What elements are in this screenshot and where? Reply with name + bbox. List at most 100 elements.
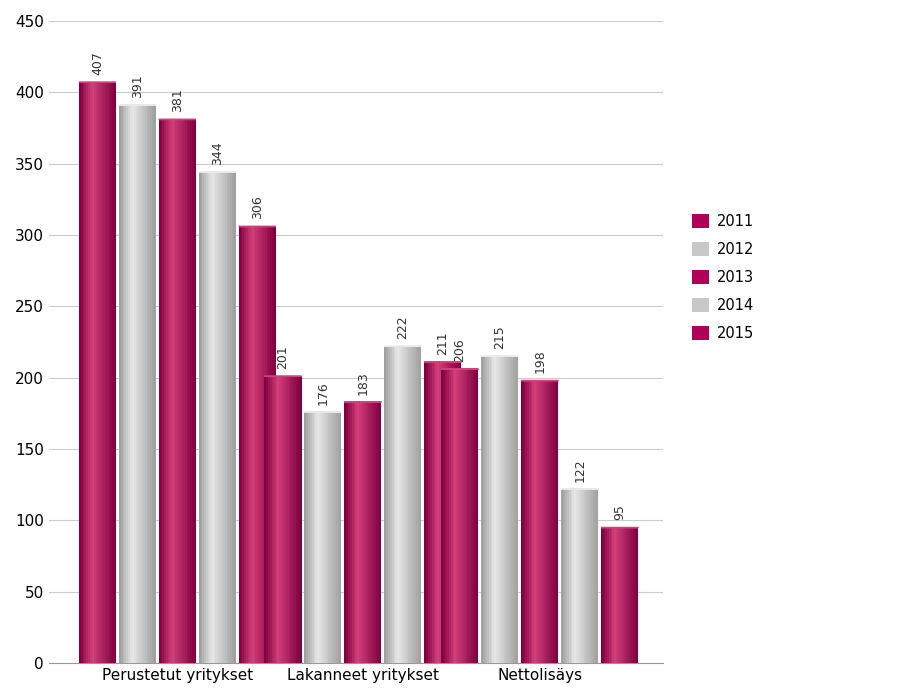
Bar bbox=[199, 172, 201, 663]
Bar bbox=[578, 489, 580, 663]
Bar bbox=[544, 380, 546, 663]
Text: 211: 211 bbox=[437, 332, 449, 355]
Bar bbox=[92, 82, 94, 663]
Bar bbox=[321, 412, 323, 663]
Bar bbox=[325, 412, 327, 663]
Bar bbox=[163, 119, 164, 663]
Bar bbox=[274, 226, 276, 663]
Bar bbox=[528, 380, 530, 663]
Bar bbox=[327, 412, 329, 663]
Bar bbox=[553, 380, 555, 663]
Bar bbox=[492, 357, 494, 663]
Bar bbox=[310, 412, 311, 663]
Bar bbox=[83, 82, 84, 663]
Bar bbox=[481, 357, 483, 663]
Bar bbox=[595, 489, 597, 663]
Bar bbox=[315, 412, 318, 663]
Bar bbox=[273, 376, 275, 663]
Bar bbox=[367, 402, 369, 663]
Bar bbox=[443, 362, 445, 663]
Bar bbox=[202, 172, 204, 663]
Bar bbox=[95, 82, 97, 663]
Bar bbox=[164, 119, 166, 663]
Bar bbox=[477, 369, 479, 663]
Bar bbox=[439, 362, 441, 663]
Bar bbox=[194, 119, 196, 663]
Bar bbox=[506, 357, 508, 663]
Bar bbox=[540, 380, 542, 663]
Bar bbox=[101, 82, 103, 663]
Bar bbox=[419, 346, 421, 663]
Bar bbox=[344, 402, 346, 663]
Bar bbox=[227, 172, 229, 663]
Text: 206: 206 bbox=[453, 339, 467, 362]
Bar bbox=[262, 226, 264, 663]
Bar bbox=[603, 528, 605, 663]
Bar bbox=[79, 82, 81, 663]
Bar bbox=[441, 362, 443, 663]
Text: 306: 306 bbox=[251, 195, 263, 219]
Bar bbox=[332, 412, 334, 663]
Bar bbox=[601, 528, 603, 663]
Bar bbox=[456, 369, 458, 663]
Bar bbox=[607, 528, 608, 663]
Bar bbox=[179, 119, 181, 663]
Bar bbox=[565, 489, 567, 663]
Bar bbox=[271, 226, 272, 663]
Bar bbox=[593, 489, 595, 663]
Bar bbox=[281, 376, 283, 663]
Bar bbox=[517, 357, 518, 663]
Bar bbox=[567, 489, 568, 663]
Bar bbox=[283, 376, 285, 663]
Bar bbox=[458, 369, 460, 663]
Bar bbox=[401, 346, 403, 663]
Bar bbox=[568, 489, 570, 663]
Bar bbox=[204, 172, 206, 663]
Text: 201: 201 bbox=[276, 346, 290, 369]
Bar bbox=[390, 346, 391, 663]
Bar bbox=[181, 119, 183, 663]
Bar bbox=[287, 376, 289, 663]
Bar bbox=[586, 489, 587, 663]
Bar bbox=[277, 376, 280, 663]
Bar bbox=[549, 380, 551, 663]
Bar bbox=[151, 105, 153, 663]
Bar bbox=[438, 362, 439, 663]
Bar bbox=[201, 172, 202, 663]
Bar bbox=[441, 369, 443, 663]
Bar bbox=[388, 346, 390, 663]
Bar bbox=[473, 369, 475, 663]
Bar bbox=[217, 172, 219, 663]
Bar bbox=[464, 369, 466, 663]
Bar bbox=[608, 528, 610, 663]
Bar bbox=[523, 380, 525, 663]
Text: 381: 381 bbox=[171, 89, 183, 112]
Bar bbox=[351, 402, 353, 663]
Bar bbox=[513, 357, 515, 663]
Bar bbox=[184, 119, 187, 663]
Bar bbox=[104, 82, 106, 663]
Bar bbox=[363, 402, 365, 663]
Bar bbox=[222, 172, 224, 663]
Bar bbox=[622, 528, 624, 663]
Bar bbox=[353, 402, 355, 663]
Bar bbox=[294, 376, 296, 663]
Text: 95: 95 bbox=[613, 505, 627, 521]
Bar bbox=[153, 105, 154, 663]
Bar bbox=[239, 226, 241, 663]
Bar bbox=[308, 412, 310, 663]
Bar bbox=[173, 119, 175, 663]
Bar bbox=[99, 82, 101, 663]
Bar bbox=[208, 172, 210, 663]
Bar bbox=[424, 362, 426, 663]
Bar bbox=[620, 528, 622, 663]
Bar bbox=[498, 357, 500, 663]
Bar bbox=[133, 105, 135, 663]
Bar bbox=[400, 346, 401, 663]
Bar bbox=[391, 346, 393, 663]
Bar bbox=[268, 376, 270, 663]
Bar bbox=[257, 226, 259, 663]
Bar bbox=[177, 119, 179, 663]
Bar bbox=[212, 172, 213, 663]
Bar bbox=[285, 376, 287, 663]
